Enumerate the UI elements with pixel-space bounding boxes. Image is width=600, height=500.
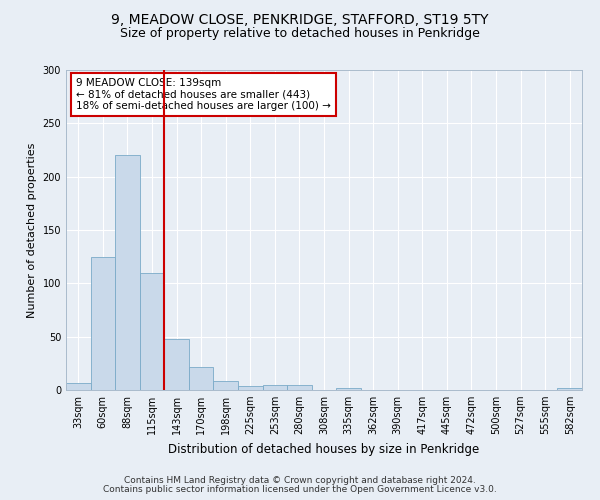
Bar bbox=[263, 384, 287, 390]
Bar bbox=[91, 256, 115, 390]
Bar bbox=[164, 339, 189, 390]
Text: Contains public sector information licensed under the Open Government Licence v3: Contains public sector information licen… bbox=[103, 485, 497, 494]
Bar bbox=[557, 388, 582, 390]
Bar bbox=[66, 382, 91, 390]
Bar bbox=[115, 156, 140, 390]
Bar bbox=[336, 388, 361, 390]
Bar bbox=[287, 384, 312, 390]
X-axis label: Distribution of detached houses by size in Penkridge: Distribution of detached houses by size … bbox=[169, 442, 479, 456]
Y-axis label: Number of detached properties: Number of detached properties bbox=[27, 142, 37, 318]
Bar bbox=[214, 382, 238, 390]
Text: Contains HM Land Registry data © Crown copyright and database right 2024.: Contains HM Land Registry data © Crown c… bbox=[124, 476, 476, 485]
Text: Size of property relative to detached houses in Penkridge: Size of property relative to detached ho… bbox=[120, 28, 480, 40]
Text: 9 MEADOW CLOSE: 139sqm
← 81% of detached houses are smaller (443)
18% of semi-de: 9 MEADOW CLOSE: 139sqm ← 81% of detached… bbox=[76, 78, 331, 111]
Text: 9, MEADOW CLOSE, PENKRIDGE, STAFFORD, ST19 5TY: 9, MEADOW CLOSE, PENKRIDGE, STAFFORD, ST… bbox=[111, 12, 489, 26]
Bar bbox=[140, 272, 164, 390]
Bar bbox=[238, 386, 263, 390]
Bar bbox=[189, 366, 214, 390]
